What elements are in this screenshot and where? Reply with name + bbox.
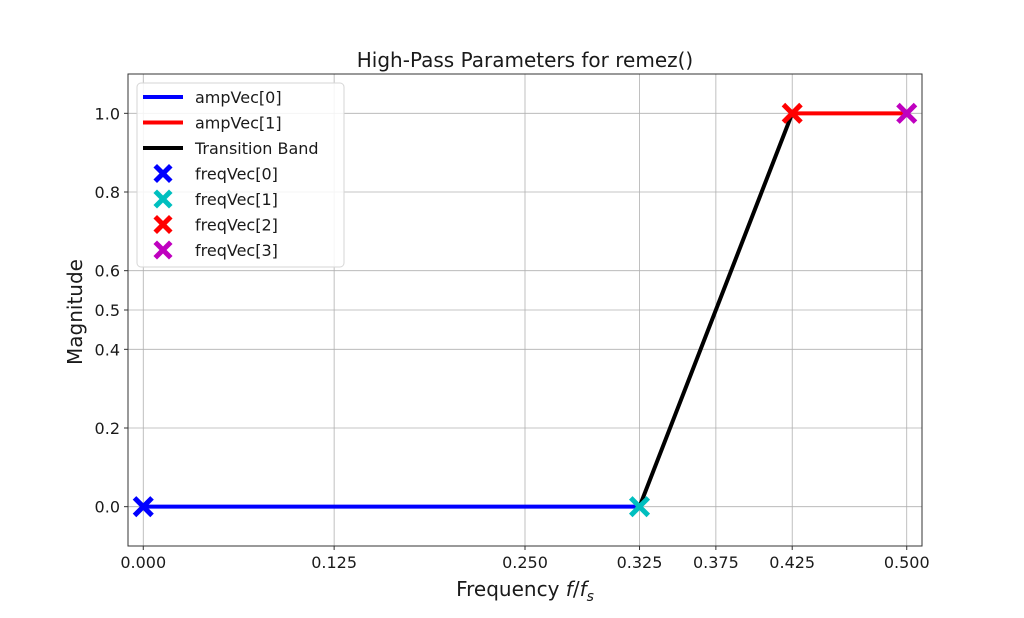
- legend-label: freqVec[0]: [195, 165, 278, 184]
- legend-label: freqVec[2]: [195, 216, 278, 235]
- x-tick-label: 0.125: [311, 553, 357, 572]
- legend-item: ampVec[0]: [143, 88, 282, 107]
- chart-title: High-Pass Parameters for remez(): [357, 48, 693, 72]
- x-tick-label: 0.000: [120, 553, 166, 572]
- legend-label: freqVec[3]: [195, 241, 278, 260]
- x-marker-icon: [153, 214, 173, 235]
- legend-item: freqVec[1]: [153, 189, 278, 209]
- y-tick-label: 0.8: [95, 183, 120, 202]
- x-tick-label: 0.250: [502, 553, 548, 572]
- x-tick-label: 0.375: [693, 553, 739, 572]
- x-tick-label: 0.325: [617, 553, 663, 572]
- legend-item: freqVec[3]: [153, 240, 278, 260]
- legend-item: freqVec[0]: [153, 163, 278, 184]
- y-tick-label: 0.5: [95, 301, 120, 320]
- legend-item: freqVec[2]: [153, 214, 278, 235]
- legend-label: ampVec[0]: [195, 88, 282, 107]
- legend-label: Transition Band: [194, 139, 319, 158]
- y-axis-ticks: 0.0 0.2 0.4 0.5 0.6 0.8 1.0: [95, 104, 128, 517]
- legend-box: [136, 82, 345, 268]
- x-marker-icon: [153, 240, 173, 260]
- series-line: [637, 112, 795, 508]
- legend: ampVec[0] ampVec[1] Transition Band freqVec…: [136, 82, 345, 268]
- x-tick-label: 0.425: [769, 553, 815, 572]
- x-marker-icon: [781, 102, 803, 124]
- x-marker-icon: [628, 496, 651, 518]
- y-tick-label: 1.0: [95, 104, 120, 123]
- y-tick-label: 0.0: [95, 498, 120, 517]
- legend-label: freqVec[1]: [195, 190, 278, 209]
- x-marker-icon: [153, 189, 173, 209]
- x-marker-icon: [132, 496, 154, 518]
- x-axis-ticks: 0.000 0.125 0.250 0.325 0.375 0.425 0.500: [120, 546, 930, 572]
- x-tick-label: 0.500: [884, 553, 930, 572]
- y-tick-label: 0.2: [95, 419, 120, 438]
- legend-item: ampVec[1]: [143, 114, 282, 133]
- legend-label: ampVec[1]: [195, 114, 282, 133]
- y-axis-label: Magnitude: [63, 259, 87, 365]
- x-axis-label: Frequency f/fs: [456, 577, 594, 605]
- x-marker-icon: [896, 102, 918, 124]
- y-tick-label: 0.4: [95, 340, 120, 359]
- x-marker-icon: [153, 163, 173, 184]
- data-series: [132, 102, 918, 518]
- legend-item: Transition Band: [143, 139, 319, 158]
- y-tick-label: 0.6: [95, 262, 120, 281]
